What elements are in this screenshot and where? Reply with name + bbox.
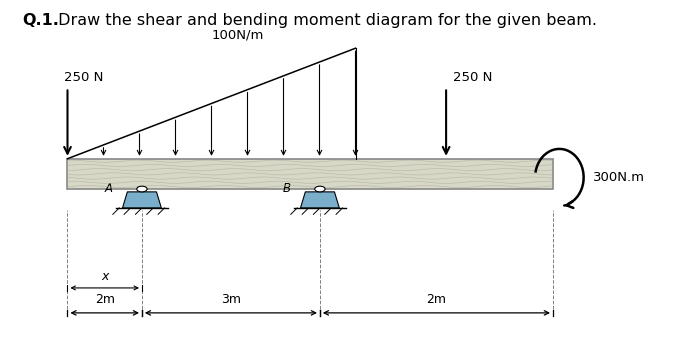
Text: 250 N: 250 N	[64, 71, 103, 84]
Text: B: B	[283, 182, 291, 195]
Text: Draw the shear and bending moment diagram for the given beam.: Draw the shear and bending moment diagra…	[53, 13, 597, 29]
Text: 2m: 2m	[426, 293, 447, 306]
Text: 300N.m: 300N.m	[593, 171, 646, 184]
Polygon shape	[301, 192, 339, 208]
Circle shape	[137, 186, 147, 192]
Text: 100N/m: 100N/m	[211, 28, 264, 41]
Text: 3m: 3m	[221, 293, 241, 306]
Text: 250 N: 250 N	[452, 71, 492, 84]
Polygon shape	[123, 192, 161, 208]
Text: 2m: 2m	[95, 293, 114, 306]
Text: Q.1.: Q.1.	[22, 13, 59, 29]
Bar	[68, 159, 553, 189]
Text: A: A	[105, 182, 113, 195]
Circle shape	[315, 186, 325, 192]
Text: x: x	[101, 270, 108, 283]
